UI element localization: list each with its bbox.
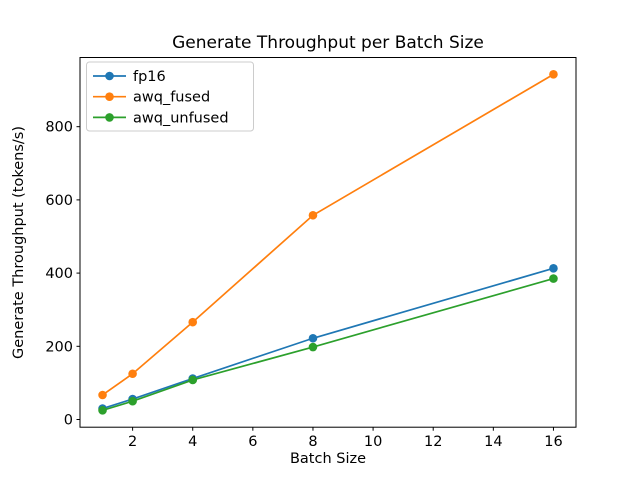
series-marker-fp16 xyxy=(308,333,318,343)
y-tick-label: 600 xyxy=(45,193,73,209)
legend: fp16 awq_fused awq_unfused xyxy=(86,61,254,132)
x-tick-label: 10 xyxy=(364,434,382,450)
legend-item-awq-unfused: awq_unfused xyxy=(93,110,229,126)
y-tick-label: 800 xyxy=(45,120,73,136)
y-tick-label: 200 xyxy=(45,339,73,355)
x-tick-label: 12 xyxy=(424,434,442,450)
plot-area-frame xyxy=(79,57,577,428)
y-tick-label: 0 xyxy=(64,413,73,429)
series-marker-awq_fused xyxy=(128,369,137,379)
y-axis-ticks: 0 200 400 600 800 xyxy=(45,120,80,429)
x-axis-label: Batch Size xyxy=(290,451,366,467)
x-axis-ticks: 2 4 6 8 10 12 14 16 xyxy=(128,427,563,450)
series-marker-awq_unfused xyxy=(98,406,107,415)
series-marker-awq_fused xyxy=(188,317,198,327)
legend-label: fp16 xyxy=(133,69,166,85)
x-tick-label: 4 xyxy=(188,434,197,450)
series-marker-awq_fused xyxy=(98,390,107,400)
chart-title: Generate Throughput per Batch Size xyxy=(172,33,484,53)
legend-marker xyxy=(105,92,114,101)
x-tick-label: 14 xyxy=(484,434,502,450)
series-marker-awq_fused xyxy=(549,70,558,79)
series-line-awq_unfused xyxy=(102,277,554,412)
y-tick-label: 400 xyxy=(45,266,73,282)
x-tick-label: 8 xyxy=(308,434,317,450)
series-marker-awq_unfused xyxy=(128,396,137,406)
series-marker-fp16 xyxy=(549,264,558,273)
legend-marker xyxy=(105,113,114,122)
legend-item-fp16: fp16 xyxy=(93,69,166,85)
y-axis-label: Generate Throughput (tokens/s) xyxy=(11,126,27,359)
plot-series xyxy=(98,70,558,415)
x-tick-label: 6 xyxy=(248,434,257,450)
legend-label: awq_fused xyxy=(133,90,210,106)
legend-box xyxy=(86,61,254,132)
x-tick-label: 2 xyxy=(128,434,137,450)
legend-item-awq-fused: awq_fused xyxy=(93,90,210,106)
legend-marker xyxy=(105,71,114,81)
x-tick-label: 16 xyxy=(544,434,562,450)
series-marker-awq_unfused xyxy=(188,375,198,385)
series-marker-awq_unfused xyxy=(308,342,318,352)
legend-label: awq_unfused xyxy=(133,110,229,126)
series-marker-awq_fused xyxy=(308,210,318,220)
series-marker-awq_unfused xyxy=(549,274,558,283)
